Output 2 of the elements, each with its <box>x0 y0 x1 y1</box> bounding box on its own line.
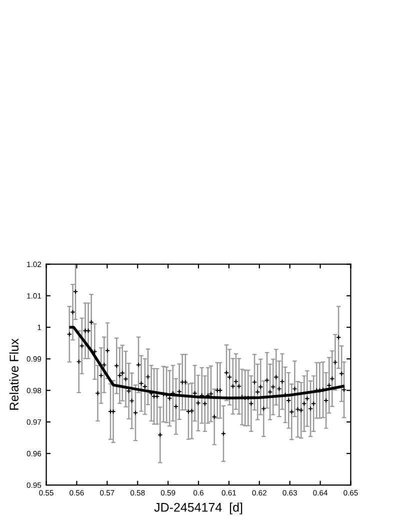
y-axis-title: Relative Flux <box>9 338 19 410</box>
x-axis-title: JD-2454174 [d] <box>154 502 242 514</box>
